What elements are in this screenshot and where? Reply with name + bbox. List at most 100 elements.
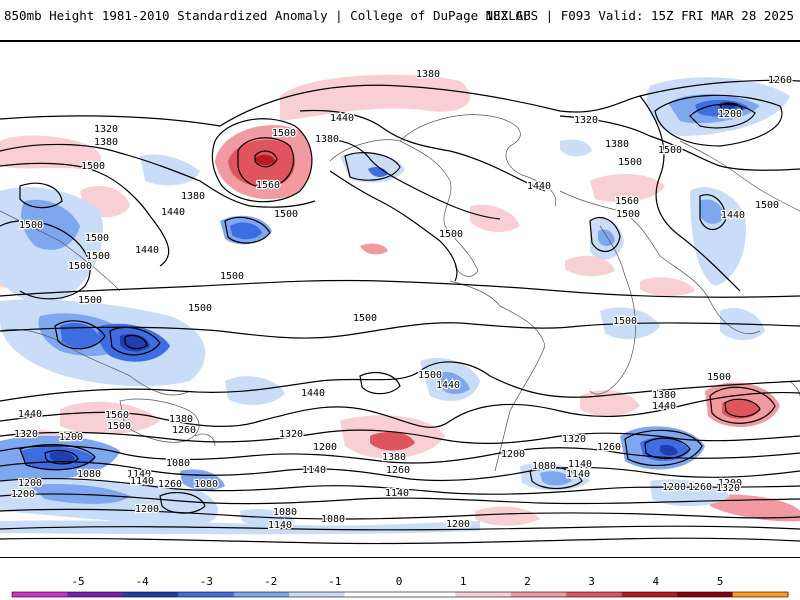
map-title: 850mb Height 1981-2010 Standardized Anom…	[4, 8, 531, 23]
contour-label: 1500	[418, 370, 442, 381]
contour-label: 1500	[78, 295, 102, 306]
contour-label: 1140	[130, 476, 154, 487]
contour-label: 1260	[158, 479, 182, 490]
contour-label: 1140	[268, 520, 292, 531]
contour-label: 1440	[301, 388, 325, 399]
contour-label: 1440	[527, 181, 551, 192]
contour-label: 1080	[194, 479, 218, 490]
colorbar-swatch	[178, 592, 235, 597]
contour-label: 1200	[501, 449, 525, 460]
model-run-info: 18Z GFS | F093 Valid: 15Z FRI MAR 28 202…	[485, 8, 794, 23]
contour-label: 1560	[615, 196, 639, 207]
contour-label: 1380	[169, 414, 193, 425]
contour-label: 1500	[755, 200, 779, 211]
contour-label: 1080	[532, 461, 556, 472]
colorbar-swatch	[67, 592, 124, 597]
contour-label: 1320	[14, 429, 38, 440]
contour-label: 1440	[330, 113, 354, 124]
contour-label: 1380	[94, 137, 118, 148]
colorbar-tick-label: -1	[328, 575, 341, 588]
colorbar-tick-label: 0	[396, 575, 403, 588]
colorbar-swatches	[11, 591, 789, 598]
contour-label: 1380	[605, 139, 629, 150]
contour-label: 1440	[652, 401, 676, 412]
contour-label: 1200	[718, 109, 742, 120]
contour-label: 1380	[181, 191, 205, 202]
contour-label: 1500	[81, 161, 105, 172]
contour-label: 1380	[315, 134, 339, 145]
contour-label: 1260	[688, 482, 712, 493]
colorbar-tick-labels: -5 -4 -3 -2 -1 0 1 2 3 4 5	[71, 575, 723, 588]
colorbar-swatch	[621, 592, 678, 597]
contour-label: 1200	[135, 504, 159, 515]
contour-label: 1500	[439, 229, 463, 240]
colorbar-swatch	[732, 592, 789, 597]
colorbar-swatch	[233, 592, 290, 597]
contour-label: 1380	[416, 69, 440, 80]
colorbar-swatch	[510, 592, 567, 597]
contour-label: 1140	[385, 488, 409, 499]
contour-label: 1500	[19, 220, 43, 231]
contour-label: 1560	[105, 410, 129, 421]
colorbar-tick-label: 1	[460, 575, 467, 588]
contour-label: 1500	[658, 145, 682, 156]
colorbar-tick-label: -3	[200, 575, 213, 588]
contour-label: 1140	[566, 469, 590, 480]
contour-label: 1500	[85, 233, 109, 244]
contour-label: 1560	[256, 180, 280, 191]
contour-label: 1500	[616, 209, 640, 220]
contour-label: 1260	[768, 75, 792, 86]
colorbar-tick-label: -2	[264, 575, 277, 588]
contour-label: 1200	[446, 519, 470, 530]
contour-label: 1200	[59, 432, 83, 443]
contour-label: 1080	[273, 507, 297, 518]
colorbar-swatch	[677, 592, 734, 597]
contour-label: 1500	[86, 251, 110, 262]
contour-label: 1320	[574, 115, 598, 126]
contour-labels: 1380126013201380144015001380150012001320…	[10, 68, 794, 533]
contour-label: 1140	[568, 459, 592, 470]
contour-label: 1140	[302, 465, 326, 476]
contour-label: 1260	[597, 442, 621, 453]
contour-label: 1260	[172, 425, 196, 436]
contour-label: 1500	[107, 421, 131, 432]
contour-label: 1500	[353, 313, 377, 324]
contour-label: 1140	[127, 469, 151, 480]
colorbar-swatch	[400, 592, 456, 597]
colorbar-swatch	[122, 592, 179, 597]
contour-label: 1080	[166, 458, 190, 469]
colorbar-swatch	[455, 592, 512, 597]
colorbar-tick-label: -4	[136, 575, 150, 588]
colorbar-swatch	[289, 592, 346, 597]
contour-label: 1260	[386, 465, 410, 476]
contour-label: 1440	[18, 409, 42, 420]
contour-label: 1320	[716, 483, 740, 494]
contour-label: 1380	[652, 390, 676, 401]
colorbar-tick-label: 2	[524, 575, 531, 588]
colorbar-swatch	[12, 592, 68, 597]
contour-label: 1440	[436, 380, 460, 391]
anomaly-map: 1380 1260 1320 1380 1440 1500 1380 1500 1200 1320…	[0, 40, 800, 558]
colorbar-tick-label: 4	[652, 575, 659, 588]
colorbar-swatch	[566, 592, 623, 597]
contour-label: 1080	[77, 469, 101, 480]
colorbar-swatch	[344, 592, 401, 597]
contour-label: 1500	[68, 261, 92, 272]
contour-label: 1440	[721, 210, 745, 221]
contour-label: 1320	[279, 429, 303, 440]
colorbar-tick-label: 3	[588, 575, 595, 588]
contour-label: 1500	[188, 303, 212, 314]
contour-label: 1500	[618, 157, 642, 168]
contour-label: 1380	[382, 452, 406, 463]
contour-label: 1320	[562, 434, 586, 445]
contour-label: 1080	[321, 514, 345, 525]
contour-label: 1440	[161, 207, 185, 218]
contour-label: 1500	[272, 128, 296, 139]
negative-anomaly-shading	[0, 77, 800, 557]
colorbar-outline	[11, 591, 789, 598]
contour-label: 1200	[718, 478, 742, 489]
contour-label: 1500	[613, 316, 637, 327]
colorbar-tick-label: 5	[717, 575, 724, 588]
contour-label: 1440	[135, 245, 159, 256]
contour-label: 1200	[18, 478, 42, 489]
